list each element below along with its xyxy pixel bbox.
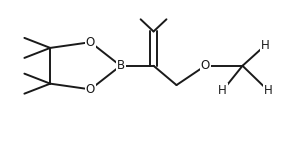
Text: B: B <box>117 59 125 72</box>
Text: O: O <box>201 59 210 72</box>
Text: H: H <box>261 39 270 51</box>
Text: O: O <box>86 36 95 49</box>
Text: H: H <box>218 84 227 97</box>
Text: O: O <box>86 83 95 96</box>
Text: H: H <box>264 84 273 97</box>
